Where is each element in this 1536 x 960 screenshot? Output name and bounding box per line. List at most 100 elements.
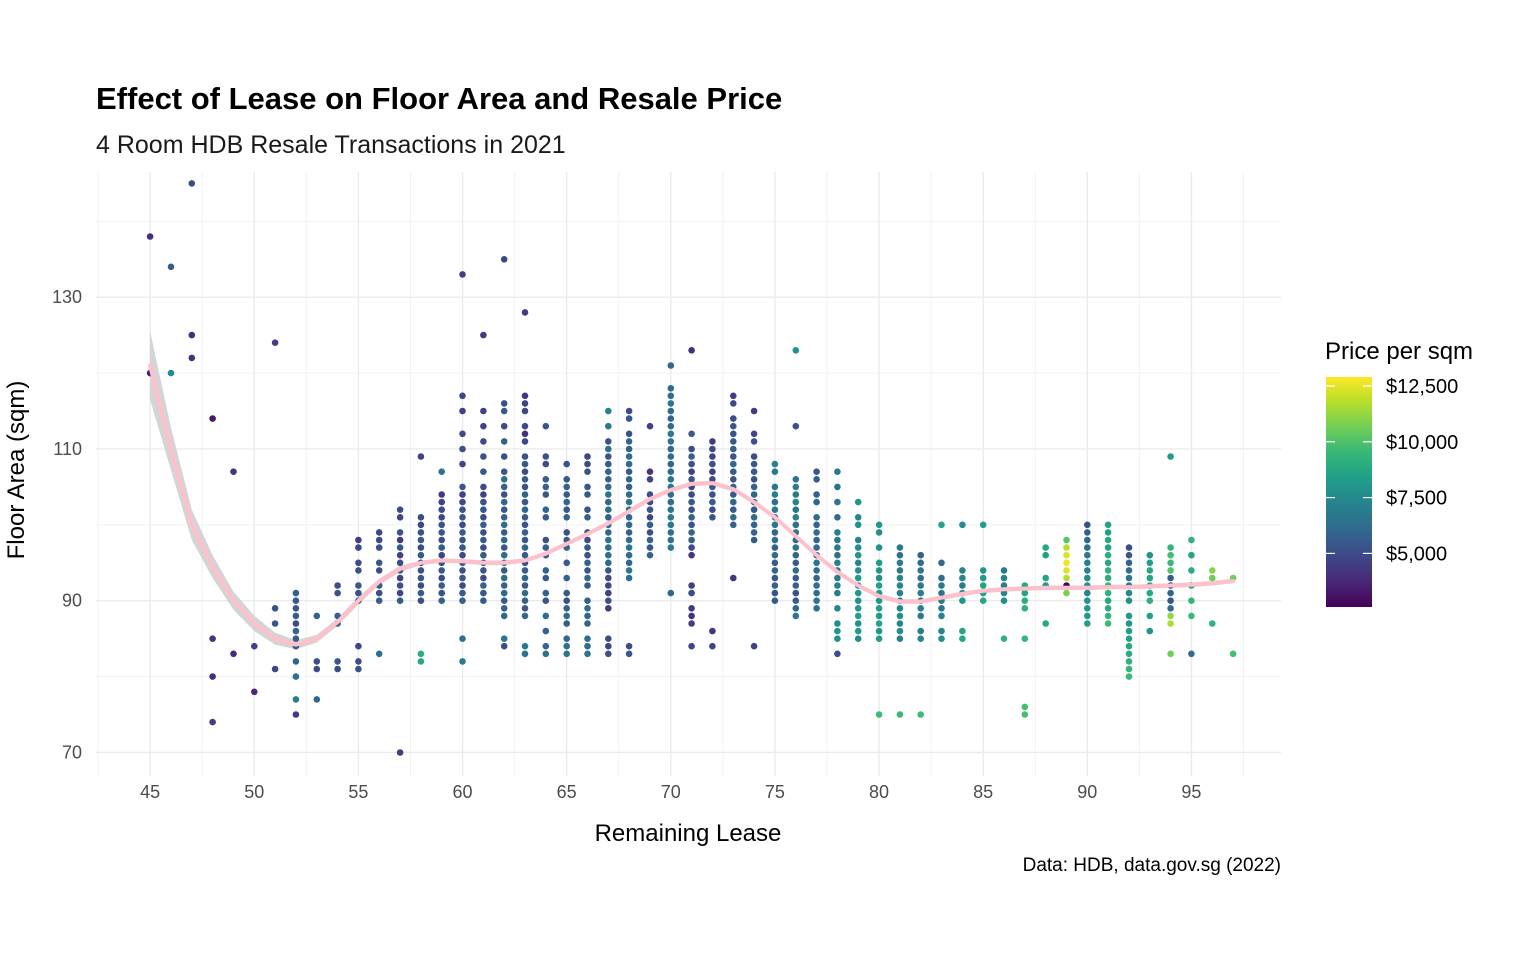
data-point [688,498,695,506]
data-point [813,605,820,612]
data-point [605,407,612,415]
data-point [730,445,737,453]
data-point [1125,551,1133,559]
data-point [688,589,695,597]
data-point [396,559,404,567]
x-axis-ticks: 45 50 55 60 65 70 75 80 85 90 95 [140,782,1201,802]
data-point [167,263,175,271]
data-point [1104,589,1112,597]
data-point [292,589,300,597]
data-point [813,529,820,536]
data-point [563,635,570,642]
data-point [667,498,675,506]
data-point [563,491,570,498]
data-point [1125,597,1133,604]
data-point [417,589,425,597]
data-point [500,642,508,650]
data-point [625,483,633,491]
data-point [625,476,633,483]
data-point [854,567,862,574]
data-point [542,536,550,544]
data-point [730,506,737,513]
data-point [521,589,529,597]
data-point [1167,551,1174,559]
data-point [750,483,758,491]
data-point [792,422,800,430]
data-point [896,567,904,574]
data-point [251,642,258,650]
data-point [480,589,487,597]
data-points [146,180,1237,756]
data-point [688,642,695,650]
data-point [771,597,779,604]
data-point [1125,612,1133,620]
data-point [667,385,675,392]
data-point [875,597,883,604]
data-point [625,445,633,453]
data-point [1104,605,1112,612]
data-point [917,559,924,567]
data-point [1084,574,1091,582]
data-point [542,567,550,574]
data-point [292,711,300,718]
data-point [500,422,508,430]
data-point [500,506,508,513]
data-point [625,438,633,445]
data-point [1209,620,1216,627]
data-point [709,498,716,506]
data-point [1188,612,1195,620]
data-point [271,665,279,673]
data-point [667,514,675,521]
data-point [1063,536,1070,544]
data-point [646,422,654,430]
data-point [1021,703,1029,711]
data-point [500,407,508,415]
data-point [605,438,612,445]
data-point [605,498,612,506]
data-point [730,430,737,438]
x-tick-label: 70 [661,782,681,802]
data-point [730,498,737,506]
data-point [480,529,487,536]
data-point [1042,620,1049,627]
legend-break-label: $10,000 [1386,432,1458,454]
y-tick-label: 110 [53,439,82,459]
smooth-line-path [148,363,1236,647]
data-point [251,688,258,696]
data-point [730,460,737,468]
data-point [646,514,654,521]
data-point [667,422,675,430]
data-point [625,544,633,551]
data-point [584,483,591,491]
data-point [834,589,841,597]
data-point [230,468,237,476]
data-point [521,544,529,551]
data-point [1084,605,1091,612]
data-point [1125,650,1133,658]
data-point [792,559,800,567]
data-point [605,483,612,491]
data-point [1104,567,1112,574]
data-point [188,331,196,339]
data-point [1084,544,1091,551]
data-point [500,483,508,491]
data-point [1084,589,1091,597]
data-point [438,574,446,582]
data-point [1084,551,1091,559]
data-point [834,605,841,612]
data-point [563,605,570,612]
data-point [625,491,633,498]
data-point [854,589,862,597]
data-point [605,551,612,559]
data-point [292,620,300,627]
data-point [854,605,862,612]
data-point [500,589,508,597]
y-tick-label: 130 [52,287,82,307]
data-point [813,582,820,589]
data-point [979,582,987,589]
data-point [500,574,508,582]
data-point [438,567,446,574]
data-point [521,460,529,468]
data-point [771,589,779,597]
data-point [1042,574,1049,582]
